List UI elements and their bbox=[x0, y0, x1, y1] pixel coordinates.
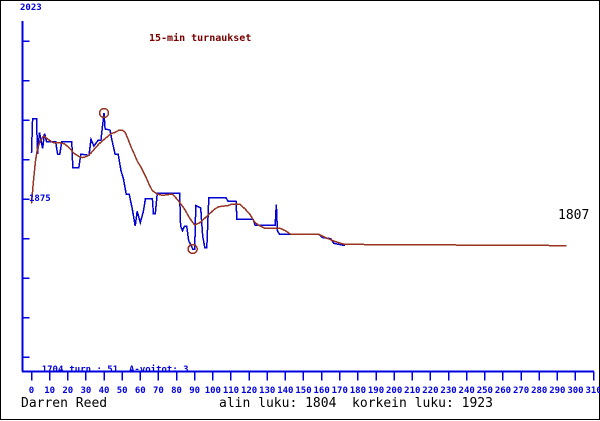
x-tick-label: 300 bbox=[567, 386, 583, 396]
x-tick-label: 30 bbox=[80, 386, 91, 396]
x-tick-label: 90 bbox=[189, 386, 200, 396]
y-axis-mid-label: 1875 bbox=[29, 194, 51, 204]
x-tick-label: 110 bbox=[223, 386, 239, 396]
current-rating-label: 1807 bbox=[558, 208, 590, 223]
x-tick-label: 260 bbox=[495, 386, 511, 396]
y-axis-max-label: 2023 bbox=[20, 3, 42, 13]
x-tick-label: 70 bbox=[153, 386, 164, 396]
y-axis-min-label: 1704 bbox=[41, 365, 64, 375]
stats-row: 1704 turn.: 51 A-voitot: 3 bbox=[20, 357, 189, 384]
x-tick-label: 220 bbox=[422, 386, 438, 396]
x-tick-label: 250 bbox=[477, 386, 493, 396]
x-tick-label: 290 bbox=[549, 386, 565, 396]
x-tick-label: 180 bbox=[350, 386, 366, 396]
x-tick-label: 310 bbox=[585, 386, 600, 396]
tournament-stats: turn.: 51 A-voitot: 3 bbox=[69, 365, 189, 375]
x-tick-label: 10 bbox=[44, 386, 55, 396]
tournament-rating-line bbox=[30, 112, 345, 250]
x-tick-label: 160 bbox=[313, 386, 329, 396]
x-tick-label: 230 bbox=[440, 386, 456, 396]
lowest-point-marker bbox=[187, 243, 198, 255]
x-tick-label: 280 bbox=[531, 386, 547, 396]
rating-summary: alin luku: 1804 korkein luku: 1923 bbox=[219, 396, 493, 411]
x-tick-label: 40 bbox=[99, 386, 110, 396]
x-tick-label: 140 bbox=[277, 386, 293, 396]
chart-title: 15-min turnaukset bbox=[149, 33, 252, 44]
x-tick-label: 150 bbox=[295, 386, 311, 396]
x-tick-label: 210 bbox=[404, 386, 420, 396]
highest-point-marker bbox=[98, 107, 110, 119]
x-tick-label: 50 bbox=[117, 386, 128, 396]
x-tick-label: 120 bbox=[241, 386, 257, 396]
x-tick-label: 200 bbox=[386, 386, 402, 396]
x-tick-label: 0 bbox=[29, 386, 34, 396]
x-tick-label: 130 bbox=[259, 386, 275, 396]
x-tick-label: 170 bbox=[332, 386, 348, 396]
x-tick-label: 20 bbox=[62, 386, 73, 396]
player-name: Darren Reed bbox=[21, 396, 108, 411]
rating-average-line bbox=[30, 129, 567, 247]
x-tick-label: 80 bbox=[171, 386, 182, 396]
x-tick-label: 270 bbox=[513, 386, 529, 396]
x-tick-label: 60 bbox=[135, 386, 146, 396]
x-tick-label: 190 bbox=[368, 386, 384, 396]
x-tick-label: 100 bbox=[205, 386, 221, 396]
x-tick-label: 240 bbox=[459, 386, 475, 396]
